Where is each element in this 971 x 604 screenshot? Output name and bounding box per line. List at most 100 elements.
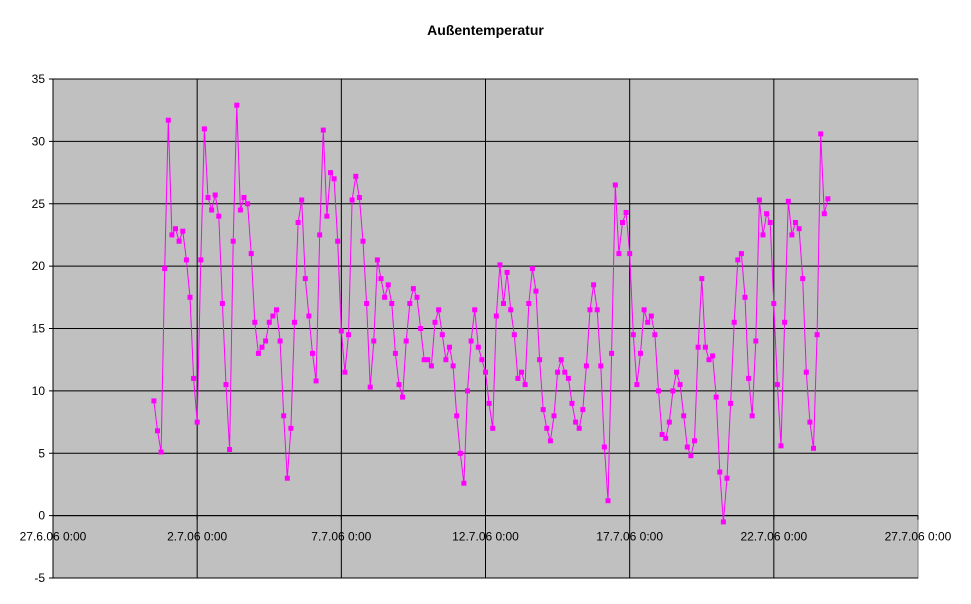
data-point (216, 213, 222, 219)
data-point (176, 238, 182, 244)
data-point (158, 449, 164, 455)
data-point (598, 363, 604, 369)
data-point (774, 382, 780, 388)
data-point (392, 350, 398, 356)
data-point (212, 192, 218, 198)
data-point (800, 276, 806, 282)
data-point (558, 357, 564, 363)
data-point (468, 338, 474, 344)
data-point (573, 419, 579, 425)
data-point (183, 257, 189, 263)
data-point (583, 363, 589, 369)
data-point (338, 328, 344, 334)
y-tick-label: 35 (32, 72, 46, 86)
data-point (245, 201, 251, 207)
data-point (699, 276, 705, 282)
data-point (656, 388, 661, 394)
series-markers (151, 102, 831, 525)
data-point (522, 382, 528, 388)
data-point (237, 207, 243, 213)
data-point (421, 357, 427, 363)
data-point (515, 375, 521, 381)
data-point (447, 344, 452, 350)
data-point (821, 211, 827, 217)
data-point (519, 369, 524, 375)
data-point (814, 332, 820, 338)
data-point (756, 197, 762, 203)
data-point (663, 435, 669, 441)
data-point (767, 220, 773, 225)
data-point (825, 196, 831, 202)
data-point (432, 319, 438, 325)
y-tick-label: 5 (38, 446, 45, 460)
data-point (587, 307, 593, 313)
data-point (526, 301, 532, 306)
data-point (684, 444, 690, 450)
data-point (547, 438, 553, 444)
data-point (713, 394, 719, 400)
data-point (544, 425, 550, 431)
data-point (793, 220, 798, 225)
data-point (414, 294, 420, 300)
data-point (360, 238, 366, 244)
data-point (796, 226, 802, 232)
data-point (551, 413, 557, 419)
data-point (263, 338, 269, 344)
data-point (187, 294, 193, 300)
data-point (310, 350, 315, 356)
data-point (259, 344, 265, 350)
data-point (706, 357, 712, 363)
data-point (811, 445, 816, 451)
data-point (281, 413, 287, 419)
x-tick-label: 17.7.06 0:00 (596, 530, 663, 544)
data-point (645, 319, 651, 325)
data-point (346, 332, 351, 338)
data-point (173, 226, 178, 232)
data-point (616, 251, 622, 257)
data-point (367, 384, 373, 390)
data-point (198, 257, 204, 263)
data-point (612, 182, 618, 188)
data-point (782, 319, 788, 325)
data-point (818, 131, 824, 137)
data-point (299, 197, 305, 203)
data-point (493, 313, 499, 319)
data-point (594, 307, 600, 313)
data-point (511, 332, 517, 338)
data-point (565, 375, 571, 381)
data-point (457, 450, 463, 456)
data-point (724, 475, 730, 481)
data-point (666, 419, 672, 425)
data-point (688, 453, 694, 459)
data-point (292, 319, 297, 325)
data-point (789, 232, 795, 238)
data-point (209, 207, 215, 213)
data-point (601, 444, 607, 450)
y-tick-label: 25 (32, 197, 46, 211)
data-point (659, 432, 665, 437)
data-point (151, 398, 157, 404)
data-point (540, 407, 546, 413)
data-point (180, 228, 186, 234)
data-point (620, 220, 625, 225)
data-point (425, 357, 431, 363)
data-point (418, 326, 424, 331)
data-point (501, 301, 506, 306)
x-axis: 27.6.06 0:00 2.7.06 0:00 7.7.06 0:00 12.7.0… (20, 515, 952, 544)
data-point (728, 400, 734, 406)
x-tick-label: 12.7.06 0:00 (452, 530, 519, 544)
data-point (313, 378, 319, 384)
data-point (230, 238, 236, 244)
data-point (778, 443, 784, 449)
data-point (436, 307, 442, 313)
data-point (753, 338, 759, 344)
data-point (479, 357, 485, 363)
data-point (374, 257, 380, 263)
data-point (692, 438, 697, 444)
data-point (284, 475, 290, 481)
data-point (389, 301, 395, 306)
x-tick-label: 27.7.06 0:00 (885, 530, 952, 544)
y-tick-label: 10 (32, 384, 46, 398)
data-point (630, 332, 636, 338)
